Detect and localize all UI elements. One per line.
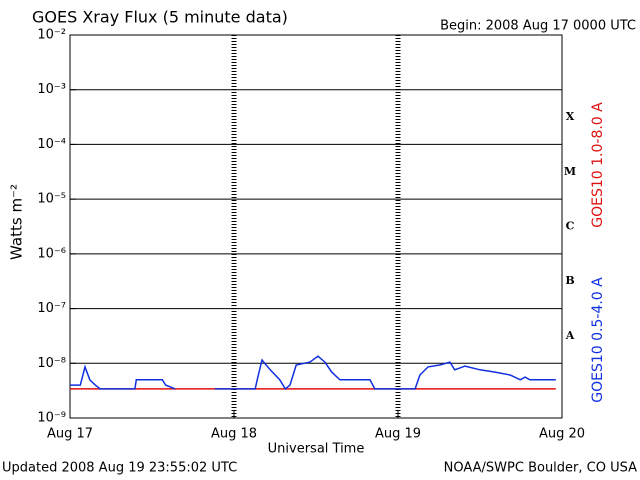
y-tick-label: 10⁻⁸ bbox=[37, 356, 66, 371]
x-axis-label: Universal Time bbox=[268, 442, 365, 457]
y-tick-label: 10⁻⁴ bbox=[37, 137, 66, 152]
chart-subtitle: Begin: 2008 Aug 17 0000 UTC bbox=[440, 19, 636, 34]
x-tick-label: Aug 19 bbox=[375, 427, 421, 442]
y-tick-label: 10⁻⁶ bbox=[37, 246, 66, 261]
y-tick-label: 10⁻² bbox=[37, 28, 66, 43]
x-tick-label: Aug 17 bbox=[47, 427, 93, 442]
x-tick-label: Aug 18 bbox=[211, 427, 257, 442]
y-axis-label: Watts m⁻² bbox=[8, 184, 26, 260]
flare-class-label: B bbox=[565, 274, 574, 287]
series-label: GOES10 1.0-8.0 A bbox=[590, 102, 606, 228]
flare-class-label: X bbox=[566, 110, 575, 123]
chart-title: GOES Xray Flux (5 minute data) bbox=[32, 8, 288, 27]
flare-class-label: M bbox=[564, 165, 576, 178]
series-label: GOES10 0.5-4.0 A bbox=[590, 277, 606, 403]
flare-class-label: C bbox=[566, 220, 575, 233]
footer-left: Updated 2008 Aug 19 23:55:02 UTC bbox=[2, 461, 237, 476]
y-tick-label: 10⁻⁵ bbox=[37, 192, 66, 207]
footer-right: NOAA/SWPC Boulder, CO USA bbox=[444, 461, 637, 476]
flare-class-label: A bbox=[565, 329, 575, 342]
x-tick-label: Aug 20 bbox=[539, 427, 585, 442]
y-tick-label: 10⁻⁹ bbox=[37, 411, 66, 426]
y-tick-label: 10⁻⁷ bbox=[37, 301, 66, 316]
series-line bbox=[70, 355, 556, 391]
y-tick-label: 10⁻³ bbox=[37, 82, 66, 97]
